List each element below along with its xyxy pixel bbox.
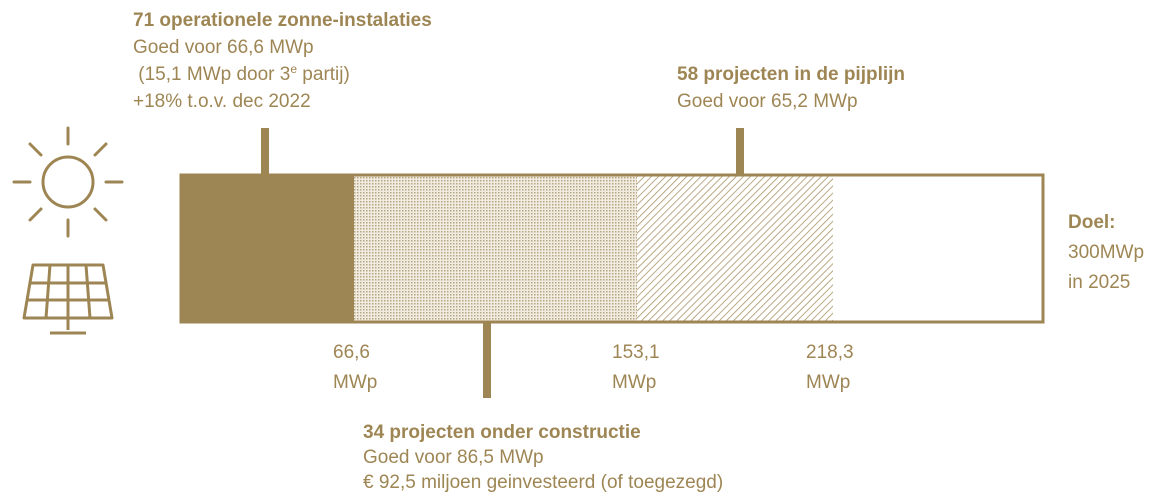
callout-text: Goed voor 66,6 MWp [133, 37, 314, 58]
scale-unit: MWp [806, 372, 850, 393]
scale-value: 218,3 [806, 342, 854, 363]
goal-text: in 2025 [1068, 272, 1130, 293]
pipeline-segment [637, 175, 833, 322]
scale-value: 153,1 [612, 342, 660, 363]
bar-outline [179, 173, 1045, 324]
connector [736, 128, 744, 175]
callout-title: 71 operationele zonne-instalaties [133, 10, 432, 31]
connector [261, 128, 269, 175]
scale-unit: MWp [612, 372, 656, 393]
callout-text: +18% t.o.v. dec 2022 [133, 91, 311, 112]
operational-segment [181, 175, 354, 322]
callout-title: 58 projecten in de pijplijn [677, 64, 905, 85]
callout-title: 34 projecten onder constructie [363, 422, 641, 443]
connector [483, 322, 491, 398]
callout-text: (15,1 MWp door 3e partij) [133, 62, 350, 85]
callout-text: € 92,5 miljoen geinvesteerd (of toegezeg… [363, 472, 723, 493]
goal-text: 300MWp [1068, 242, 1144, 263]
callout-text: Goed voor 65,2 MWp [677, 91, 858, 112]
solar-panel-icon [22, 263, 114, 335]
scale-value: 66,6 [333, 342, 370, 363]
scale-unit: MWp [333, 372, 377, 393]
construction-segment [354, 175, 637, 322]
sun-icon [12, 126, 124, 238]
callout-text: Goed voor 86,5 MWp [363, 447, 544, 468]
goal-title: Doel: [1068, 212, 1116, 233]
